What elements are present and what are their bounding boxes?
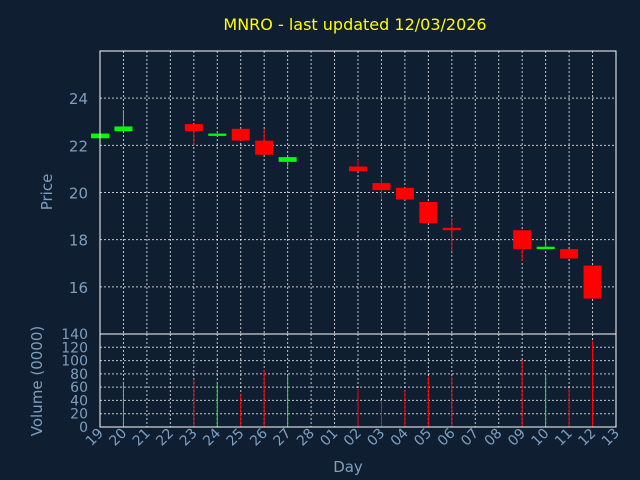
candle-body	[231, 128, 250, 141]
x-axis-ticks: 19 20 21 22 23 24 25 26 27 28 01 02 03 04 05 06 07 08 09 10…	[83, 425, 623, 449]
price-tick-label: 20	[69, 185, 88, 203]
volume-tick-label: 120	[61, 340, 88, 356]
candle	[513, 230, 532, 261]
candle	[395, 187, 414, 200]
candle	[442, 218, 461, 252]
candle-body	[560, 249, 579, 259]
candle-body	[442, 227, 461, 231]
candle-body	[208, 133, 227, 136]
price-tick-label: 16	[69, 279, 88, 297]
price-axis-ticks: 16 18 20 22 24	[69, 90, 88, 297]
volume-tick-label: 0	[79, 420, 88, 436]
candle	[349, 159, 367, 172]
candle-body	[184, 124, 203, 132]
volume-panel-frame	[99, 333, 617, 428]
candle	[419, 201, 438, 224]
candle-body	[255, 140, 274, 155]
volume-tick-label: 100	[61, 354, 88, 370]
candle	[208, 133, 227, 136]
volume-axis-label: Volume (0000)	[28, 326, 46, 436]
price-tick-label: 18	[69, 232, 88, 250]
candle	[231, 128, 250, 141]
candle	[372, 178, 391, 200]
candle	[184, 124, 203, 146]
candle	[255, 128, 274, 155]
candle	[278, 157, 297, 167]
candle	[560, 249, 579, 259]
candle-body	[114, 126, 133, 132]
volume-tick-label: 40	[70, 393, 88, 409]
candle	[583, 265, 602, 299]
price-axis-label: Price	[38, 174, 56, 211]
price-grid	[100, 51, 616, 334]
volume-tick-label: 80	[70, 367, 88, 383]
price-tick-label: 22	[69, 137, 88, 155]
candle	[114, 109, 133, 132]
x-axis-label: Day	[333, 458, 363, 476]
candle-body	[536, 246, 555, 250]
candle-body	[372, 183, 391, 191]
volume-bars	[122, 340, 594, 427]
volume-tick-label: 60	[70, 380, 88, 396]
candle-body	[395, 187, 414, 200]
price-candles	[91, 109, 602, 299]
volume-tick-label: 20	[70, 407, 88, 423]
candle-body	[513, 230, 532, 250]
candle-body	[583, 265, 602, 299]
candle	[536, 237, 555, 250]
chart-title: MNRO - last updated 12/03/2026	[223, 15, 486, 34]
price-tick-label: 24	[69, 90, 88, 108]
candle-body	[349, 166, 367, 172]
candle-body	[419, 201, 438, 224]
volume-tick-label: 140	[61, 327, 88, 343]
candle-body	[278, 157, 297, 162]
